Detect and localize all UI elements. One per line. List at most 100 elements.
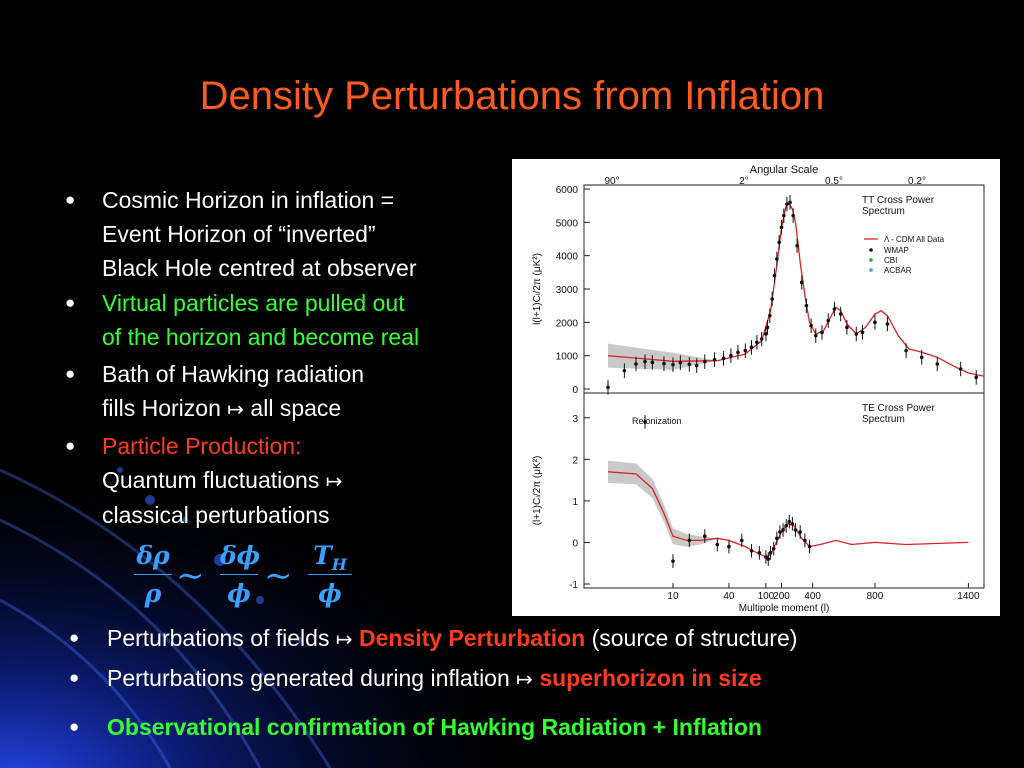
te-data-point xyxy=(787,519,792,524)
te-panel: -1 0 1 2 3 (l+1)Cₗ/2π (μK²) TE Cross PowerSpec… xyxy=(532,392,985,614)
temperature-symbol: T xyxy=(313,541,332,570)
top-tick-label: 0.5° xyxy=(825,176,843,187)
tt-data-point xyxy=(958,367,963,371)
legend-label: ACBAR xyxy=(884,266,912,275)
tt-ylabel: l(l+1)Cₗ/2π (μK²) xyxy=(532,253,543,325)
legend-label: WMAP xyxy=(884,246,909,255)
bullet-marker: ● xyxy=(69,668,80,687)
top-tick-label: 2° xyxy=(739,176,749,187)
reionization-annotation: Reionization xyxy=(632,416,682,426)
tt-ytick-label: 2000 xyxy=(556,318,579,329)
tt-data-point xyxy=(729,353,733,358)
bullet-line: Virtual particles are pulled out xyxy=(102,290,405,316)
tt-data-point xyxy=(721,356,726,361)
fraction-numerator: δρ xyxy=(136,541,170,570)
cmb-power-spectrum-figure: 0 1000 2000 3000 4000 5000 6000 l(l+1)Cₗ/2π (μK… xyxy=(512,159,1000,616)
tt-data-point xyxy=(768,313,772,318)
tt-data-point xyxy=(795,243,799,248)
te-cosmic-variance-band xyxy=(608,460,718,547)
te-data-point xyxy=(798,530,802,534)
top-tick-label: 90° xyxy=(604,176,619,187)
tt-data-point xyxy=(743,348,748,353)
bullet-text: Perturbations generated during inflation xyxy=(107,665,510,691)
tt-data-point xyxy=(694,363,699,368)
tt-model-curve xyxy=(607,203,985,377)
fraction-bar xyxy=(308,574,352,575)
te-data-point xyxy=(771,546,776,551)
tt-data-point xyxy=(826,318,831,323)
te-ytick-label: 2 xyxy=(572,455,578,466)
te-data-point xyxy=(807,544,812,549)
tt-data-point xyxy=(873,320,877,325)
bullet-virtual-particles: ● Virtual particles are pulled out of th… xyxy=(65,286,420,354)
tt-data-point xyxy=(935,362,940,366)
tt-data-point xyxy=(687,362,692,367)
tt-panel: 0 1000 2000 3000 4000 5000 6000 l(l+1)Cₗ/2π (μK… xyxy=(532,164,985,396)
te-data-point xyxy=(766,557,771,561)
bullet-particle-production: ● Particle Production: Quantum fluctuati… xyxy=(65,429,343,532)
tt-data-point xyxy=(804,303,809,308)
te-ytick-label: 0 xyxy=(572,538,578,549)
tt-data-point xyxy=(765,325,770,330)
fraction-hawking-temperature: TH ϕ xyxy=(308,540,352,609)
maps-to-arrow: ↦ xyxy=(325,469,343,493)
tt-data-point xyxy=(904,348,908,353)
temperature-subscript: H xyxy=(331,555,347,574)
highlight-text: Observational confirmation of Hawking Ra… xyxy=(107,714,762,740)
bullet-marker: ● xyxy=(65,364,76,383)
bullet-line: Bath of Hawking radiation xyxy=(102,361,365,387)
fraction-delta-rho: δρ ρ xyxy=(134,540,172,609)
tt-data-point xyxy=(885,322,890,326)
tt-data-point xyxy=(974,375,979,380)
tt-data-point xyxy=(678,360,683,365)
bullet-observational-confirmation: ● Observational confirmation of Hawking … xyxy=(69,710,762,744)
bullet-line: Particle Production: xyxy=(102,433,302,459)
tt-ytick-label: 0 xyxy=(572,385,578,396)
tt-data-point xyxy=(712,357,717,362)
bullet-text: (source of structure) xyxy=(591,625,798,651)
tt-data-point xyxy=(775,257,779,261)
bullet-line: Event Horizon of “inverted” xyxy=(102,221,376,247)
x-tick-label: 400 xyxy=(804,591,821,602)
fraction-numerator: δϕ xyxy=(220,541,261,570)
x-tick-label: 1400 xyxy=(957,591,980,602)
tt-data-point xyxy=(650,360,655,365)
bullet-perturbations-of-fields: ● Perturbations of fields ↦ Density Pert… xyxy=(69,621,798,656)
fraction-numerator: TH xyxy=(308,540,352,574)
bullet-hawking-bath: ● Bath of Hawking radiation fills Horizo… xyxy=(65,357,365,426)
tt-data-point xyxy=(749,345,754,350)
bullet-line: of the horizon and become real xyxy=(102,324,420,350)
te-data-point xyxy=(784,524,788,528)
tt-title-line2: Spectrum xyxy=(862,206,905,217)
tt-ytick-label: 5000 xyxy=(556,218,579,229)
tt-data-point xyxy=(813,333,818,338)
tt-ytick-label: 6000 xyxy=(556,185,579,196)
tt-data-point xyxy=(779,225,784,230)
bullet-text: all space xyxy=(250,395,342,421)
te-data-point xyxy=(715,542,720,547)
highlight-text: superhorizon in size xyxy=(539,665,762,691)
te-data-point xyxy=(671,559,675,563)
legend-label: CBI xyxy=(884,256,897,265)
top-tick-label: 0.2° xyxy=(908,176,926,187)
bullet-line: classical perturbations xyxy=(102,502,330,528)
tt-data-point xyxy=(782,213,786,218)
te-ytick-label: 1 xyxy=(572,497,578,508)
bullet-superhorizon: ● Perturbations generated during inflati… xyxy=(69,661,762,696)
te-ytick-label: -1 xyxy=(569,580,578,591)
tt-data-point xyxy=(671,362,675,367)
bullet-marker: ● xyxy=(65,190,76,209)
x-tick-label: 10 xyxy=(667,591,679,602)
tt-data-point xyxy=(820,330,824,335)
bullet-text: Quantum fluctuations xyxy=(102,467,320,493)
bullet-marker: ● xyxy=(69,717,80,736)
tt-data-point xyxy=(606,385,610,390)
tt-data-point xyxy=(622,368,627,373)
fraction-bar xyxy=(220,574,258,575)
te-ylabel: (l+1)Cₗ/2π (μK²) xyxy=(532,456,543,526)
tilde-symbol: ∼ xyxy=(264,556,293,596)
tt-data-point xyxy=(702,359,707,364)
legend-marker xyxy=(869,268,873,272)
bullet-marker: ● xyxy=(65,436,76,455)
legend-label: Λ - CDM All Data xyxy=(884,235,945,244)
